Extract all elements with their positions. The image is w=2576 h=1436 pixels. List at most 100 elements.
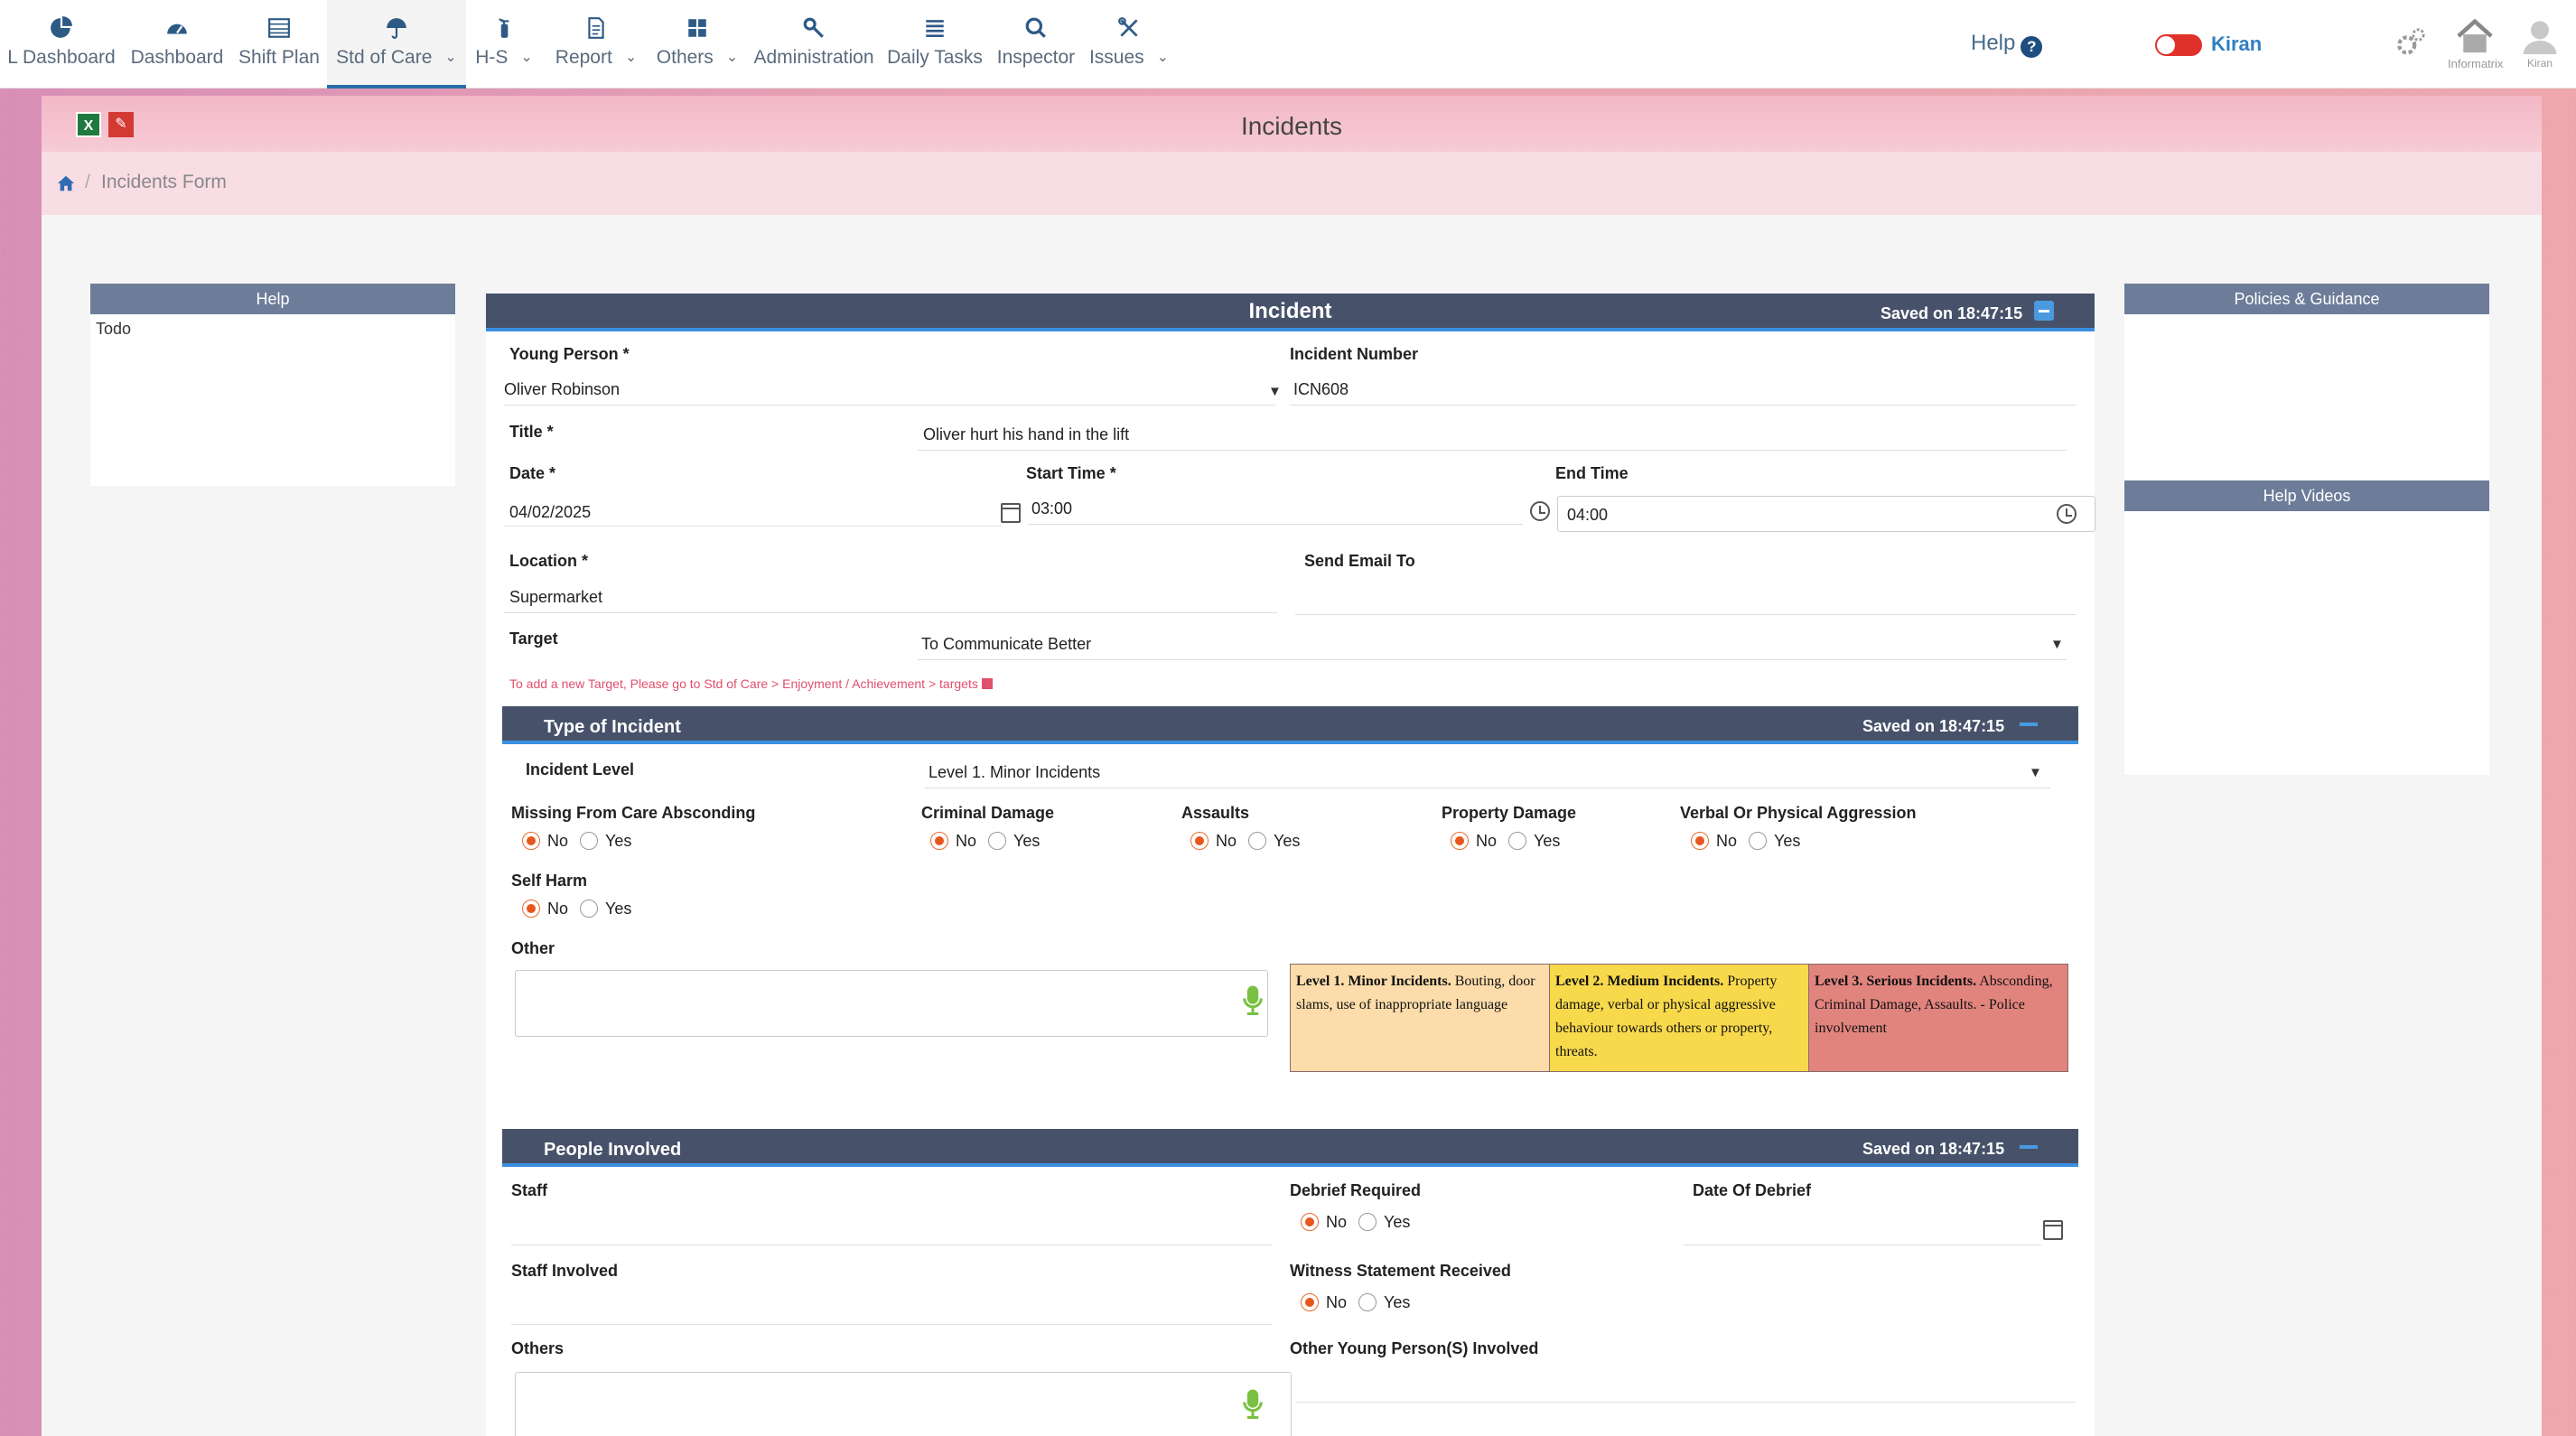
fire-extinguisher-icon bbox=[499, 18, 509, 38]
selfharm-no-radio[interactable]: No bbox=[522, 900, 568, 918]
send-email-input[interactable] bbox=[1295, 583, 2076, 615]
microphone-icon[interactable] bbox=[1241, 1388, 1265, 1419]
others-textarea[interactable] bbox=[515, 1372, 1292, 1436]
debrief-date-input[interactable] bbox=[1684, 1213, 2041, 1245]
start-time-input[interactable]: 03:00 bbox=[1028, 492, 1523, 525]
incident-header: Incident Saved on 18:47:15 bbox=[486, 294, 2095, 331]
excel-export-icon[interactable]: X bbox=[76, 112, 101, 137]
nav-dashboard[interactable]: Dashboard bbox=[128, 0, 226, 89]
help-videos-section: Help Videos bbox=[2124, 480, 2489, 511]
home-icon[interactable] bbox=[56, 173, 76, 193]
verbal-no-radio[interactable]: No bbox=[1691, 832, 1737, 851]
selfharm-label: Self Harm bbox=[511, 872, 588, 890]
nav-report[interactable]: Report ⌄ bbox=[547, 0, 645, 89]
mode-toggle[interactable] bbox=[2155, 34, 2202, 56]
nav-administration[interactable]: Administration bbox=[753, 0, 874, 89]
send-email-label: Send Email To bbox=[1304, 552, 1415, 570]
criminal-no-radio[interactable]: No bbox=[930, 832, 976, 851]
target-note[interactable]: To add a new Target, Please go to Std of… bbox=[509, 676, 993, 691]
missing-yes-radio[interactable]: Yes bbox=[580, 832, 631, 851]
help-videos-title: Help Videos bbox=[2124, 480, 2489, 511]
collapse-icon[interactable] bbox=[2020, 1145, 2038, 1149]
chevron-down-icon: ⌄ bbox=[444, 50, 457, 65]
caret-down-icon: ▼ bbox=[2029, 765, 2042, 780]
assaults-yes-radio[interactable]: Yes bbox=[1248, 832, 1300, 851]
end-time-input[interactable]: 04:00 bbox=[1557, 496, 2095, 532]
caret-down-icon: ▼ bbox=[1268, 384, 1282, 399]
criminal-yes-radio[interactable]: Yes bbox=[988, 832, 1040, 851]
incident-saved: Saved on 18:47:15 bbox=[1881, 304, 2023, 322]
help-panel: Help Todo bbox=[90, 284, 455, 486]
nav-l-dashboard[interactable]: L Dashboard bbox=[0, 0, 123, 89]
incident-level-select[interactable]: Level 1. Minor Incidents ▼ bbox=[925, 754, 2050, 788]
calendar-icon[interactable] bbox=[2043, 1220, 2063, 1240]
witness-yes-radio[interactable]: Yes bbox=[1358, 1293, 1410, 1312]
staff-input[interactable] bbox=[511, 1211, 1272, 1245]
criminal-label: Criminal Damage bbox=[921, 804, 1055, 822]
debrief-label: Debrief Required bbox=[1290, 1181, 1422, 1199]
nav-shift-plan[interactable]: Shift Plan bbox=[231, 0, 327, 89]
end-time-label: End Time bbox=[1555, 464, 1629, 482]
date-label: Date * bbox=[509, 464, 556, 482]
list-icon bbox=[926, 20, 944, 38]
title-input[interactable]: Oliver hurt his hand in the lift bbox=[918, 418, 2067, 451]
young-person-label: Young Person * bbox=[509, 345, 630, 363]
collapse-icon[interactable] bbox=[2020, 723, 2038, 726]
debrief-no-radio[interactable]: No bbox=[1301, 1213, 1347, 1232]
page-title: Incidents bbox=[1240, 112, 1343, 140]
wrench-icon bbox=[803, 17, 824, 38]
home-button[interactable]: Informatrix bbox=[2448, 18, 2503, 72]
user-name[interactable]: Kiran bbox=[2211, 33, 2263, 55]
pie-chart-icon bbox=[51, 16, 72, 38]
legend-level-1: Level 1. Minor Incidents. Bouting, door … bbox=[1290, 964, 1550, 1072]
other-textarea[interactable] bbox=[515, 970, 1268, 1037]
pdf-export-icon[interactable]: ✎ bbox=[108, 112, 134, 137]
verbal-yes-radio[interactable]: Yes bbox=[1749, 832, 1800, 851]
help-link[interactable]: Help? bbox=[1971, 31, 2043, 58]
chevron-down-icon: ⌄ bbox=[725, 50, 739, 65]
nav-std-of-care[interactable]: Std of Care ⌄ bbox=[327, 0, 466, 89]
help-panel-title: Help bbox=[90, 284, 455, 314]
assaults-no-radio[interactable]: No bbox=[1190, 832, 1237, 851]
missing-no-radio[interactable]: No bbox=[522, 832, 568, 851]
people-involved-title: People Involved bbox=[544, 1140, 682, 1160]
magnifier-icon bbox=[1025, 17, 1046, 38]
caret-down-icon: ▼ bbox=[2050, 637, 2064, 652]
legend-level-3: Level 3. Serious Incidents. Absconding, … bbox=[1808, 964, 2068, 1072]
grid-icon bbox=[688, 19, 706, 37]
property-yes-radio[interactable]: Yes bbox=[1508, 832, 1560, 851]
question-icon: ? bbox=[2021, 36, 2043, 58]
nav-issues[interactable]: Issues ⌄ bbox=[1087, 0, 1171, 89]
staff-involved-input[interactable] bbox=[511, 1291, 1272, 1325]
avatar[interactable]: Kiran bbox=[2520, 18, 2560, 72]
people-involved-saved: Saved on 18:47:15 bbox=[1862, 1140, 2005, 1158]
date-input[interactable]: 04/02/2025 bbox=[504, 494, 1001, 527]
staff-involved-label: Staff Involved bbox=[511, 1262, 619, 1280]
selfharm-yes-radio[interactable]: Yes bbox=[580, 900, 631, 918]
missing-label: Missing From Care Absconding bbox=[511, 804, 756, 822]
people-involved-header: People Involved Saved on 18:47:15 bbox=[502, 1129, 2078, 1167]
clock-icon[interactable] bbox=[2057, 504, 2077, 524]
help-panel-body: Todo bbox=[96, 320, 132, 338]
clock-icon[interactable] bbox=[1530, 501, 1550, 521]
other-young-person-input[interactable] bbox=[1295, 1370, 2076, 1403]
nav-others[interactable]: Others ⌄ bbox=[652, 0, 742, 89]
umbrella-icon bbox=[387, 18, 406, 39]
young-person-select-ext[interactable] bbox=[869, 375, 1275, 406]
incident-number-input[interactable]: ICN608 bbox=[1290, 375, 2076, 406]
nav-h-s[interactable]: H-S ⌄ bbox=[470, 0, 538, 89]
collapse-icon[interactable] bbox=[2034, 301, 2054, 321]
property-no-radio[interactable]: No bbox=[1451, 832, 1497, 851]
calendar-icon[interactable] bbox=[1001, 503, 1021, 523]
nav-daily-tasks[interactable]: Daily Tasks bbox=[883, 0, 986, 89]
location-input[interactable]: Supermarket bbox=[504, 581, 1277, 613]
incident-level-label: Incident Level bbox=[526, 760, 635, 779]
gear-icon[interactable] bbox=[2395, 27, 2426, 58]
target-select[interactable]: To Communicate Better ▼ bbox=[918, 626, 2067, 660]
witness-no-radio[interactable]: No bbox=[1301, 1293, 1347, 1312]
nav-inspector[interactable]: Inspector bbox=[994, 0, 1078, 89]
top-nav: L Dashboard Dashboard Shift Plan Std of … bbox=[0, 0, 2576, 89]
debrief-yes-radio[interactable]: Yes bbox=[1358, 1213, 1410, 1232]
microphone-icon[interactable] bbox=[1241, 984, 1265, 1015]
young-person-select[interactable]: Oliver Robinson bbox=[504, 375, 869, 406]
